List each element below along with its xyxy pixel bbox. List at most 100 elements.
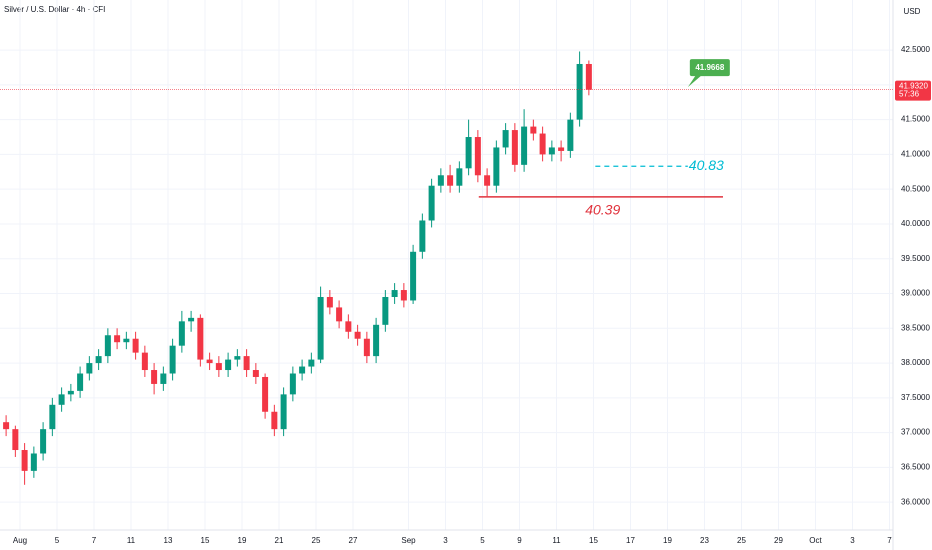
candle-body [447,175,454,186]
candle-body [410,251,417,301]
candle-body [548,147,555,155]
y-tick-label: 36.5000 [901,463,930,472]
y-tick-label: 38.5000 [901,323,930,332]
candle-body [123,338,130,343]
candle-body [317,296,324,360]
candle-body [67,390,74,395]
candle-body [132,338,139,353]
candle-body [428,185,435,221]
chart-title: Silver / U.S. Dollar · 4h · CFI [4,5,105,14]
candle-body [484,175,491,186]
countdown: 57:36 [899,90,920,99]
candle-body [104,335,111,357]
y-tick-label: 39.5000 [901,254,930,263]
x-tick-label: 9 [517,536,522,545]
target-pointer [687,75,702,88]
candle-body [225,359,232,371]
x-tick-label: 29 [774,536,783,545]
y-tick-label: 39.0000 [901,289,930,298]
candle-body [30,453,37,471]
x-tick-label: 5 [480,536,485,545]
currency: USD [904,7,921,16]
candle-body [151,370,158,384]
x-tick-label: Aug [13,536,27,545]
candle-body [530,126,537,134]
support-dashed-label: 40.83 [689,157,724,173]
candle-body [521,126,528,165]
candle-body [456,168,463,186]
candle-body [336,307,343,322]
last-price-label: 41.9320 [899,82,928,91]
candle-body [58,394,65,405]
candle-body [391,290,398,297]
candle-body [178,321,185,346]
candle-body [21,450,28,471]
x-tick-label: 23 [700,536,709,545]
candle-body [215,363,222,371]
y-tick-label: 41.5000 [901,115,930,124]
candle-body [243,356,250,371]
candle-body [373,324,380,357]
candle-body [382,296,389,325]
candle-body [354,331,361,339]
y-tick-label: 41.0000 [901,150,930,159]
candle-body [262,376,269,412]
candle-body [400,290,407,301]
x-tick-label: 25 [312,536,321,545]
candle-body [308,359,315,367]
candle-body [77,373,84,391]
candle-body [271,411,278,430]
x-tick-label: 11 [127,536,136,545]
x-tick-label: 17 [626,536,635,545]
y-tick-label: 36.0000 [901,497,930,506]
x-tick-label: 15 [201,536,210,545]
x-tick-label: 7 [92,536,97,545]
candle-body [197,317,204,360]
y-tick-label: 37.5000 [901,393,930,402]
candle-body [3,422,10,430]
candle-body [474,137,481,176]
target-box [689,59,730,77]
x-tick-label: 11 [552,536,561,545]
x-tick-label: 25 [737,536,746,545]
candle-body [86,363,93,374]
candle-body [345,321,352,332]
candle-body [326,296,333,308]
last-price-tag [895,80,931,101]
candle-body [576,63,583,120]
candle-body [539,133,546,155]
candle-body [40,429,47,454]
candle-body [160,373,167,384]
x-tick-label: 27 [349,536,358,545]
y-tick-label: 40.0000 [901,219,930,228]
candle-body [280,394,287,430]
x-tick-label: 19 [663,536,672,545]
x-tick-label: Oct [809,536,822,545]
candle-body [558,147,565,151]
x-tick-label: 15 [589,536,598,545]
y-tick-label: 40.5000 [901,184,930,193]
candle-body [49,404,56,430]
candle-body [511,130,518,165]
x-tick-label: 13 [164,536,173,545]
x-tick-label: 21 [275,536,284,545]
candle-body [567,119,574,151]
candle-body [585,63,592,90]
candle-body [419,220,426,252]
candle-body [493,147,500,186]
y-tick-label: 42.5000 [901,45,930,54]
candle-body [95,356,102,364]
candle-body [169,345,176,374]
candle-body [465,137,472,169]
candle-body [188,317,195,322]
candle-body [502,130,509,148]
candle-body [289,373,296,395]
x-tick-label: 5 [55,536,60,545]
x-tick-label: 7 [887,536,892,545]
candle-body [252,370,259,377]
candle-body [114,335,121,343]
y-tick-label: 37.0000 [901,428,930,437]
candle-body [299,366,306,374]
target-label: 41.9668 [695,63,724,72]
